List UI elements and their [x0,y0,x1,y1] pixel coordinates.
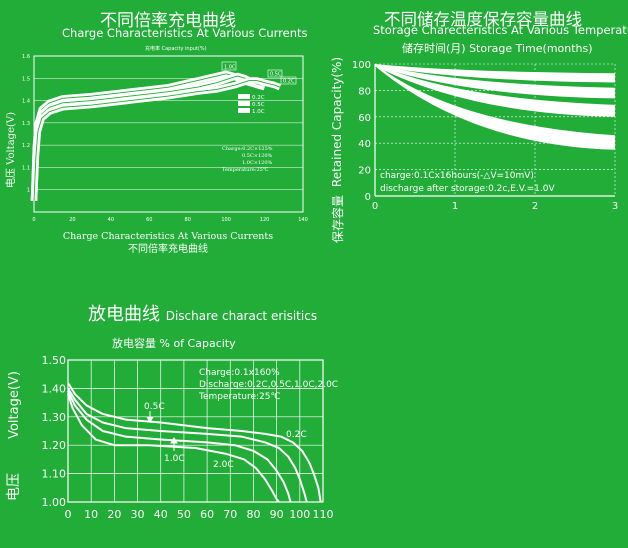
discharge-curve-labels: 0.5C 0.2C 1.0C 2.0C [144,402,307,470]
storage-x-axis-label: 储存时间(月) Storage Time(months) [402,42,593,55]
charge-annotation-line-1: Charge:0.2C×125% [222,146,273,152]
storage-annotation-line-1: charge:0.1Cx16hours(-△V=10mV) [380,171,534,181]
charge-annotation-line-2: 0.5C×120% [242,153,273,159]
discharge-y-tick-label: 1.10 [42,468,67,481]
discharge-x-tick-label: 60 [200,508,214,521]
discharge-annotation-line-1: Charge:0.1x160% [199,368,280,378]
storage-x-tick-label: 2 [532,201,538,212]
discharge-curve-0.5C [67,387,308,503]
discharge-x-tick-label: 110 [313,508,334,521]
legend-label-0.5C: 0.5C [252,102,265,108]
charge-y-tick-label: 1.5 [22,76,30,82]
curve-label-0.2C: 0.2C [283,79,295,85]
discharge-x-tick-label: 20 [107,508,121,521]
discharge-annotation-line-2: Discharge:0.2C,0.5C,1.0C,2.0C [199,380,338,390]
discharge-y-axis-label-cn: 电压 [6,473,22,501]
charge-x-tick-label: 80 [185,217,191,223]
storage-band-4 [375,64,615,150]
charge-y-axis-label: 电压 Voltage(V) [4,112,17,188]
storage-band-3 [375,64,615,117]
discharge-label-0.2C: 0.2C [286,430,307,440]
discharge-pointer-arrows [146,411,178,451]
storage-y-tick-label: 100 [352,60,371,71]
discharge-y-tick-label: 1.50 [42,354,67,367]
charge-x-tick-label: 20 [69,217,75,223]
discharge-label-2.0C: 2.0C [213,460,234,470]
curve-label-1.0C: 1.0C [224,65,236,71]
charge-annotation-line-3: 1.0C×120% [242,160,273,166]
charge-inner-title: 充电率 Capacity input(%) [145,45,207,52]
charge-x-tick-label: 60 [146,217,152,223]
legend-swatch-1.0C [238,108,250,113]
discharge-curve-0.2C [67,382,322,503]
discharge-x-tick-label: 40 [154,508,168,521]
legend-swatch-0.2C [238,94,250,99]
discharge-x-tick-label: 80 [246,508,260,521]
discharge-x-tick-label: 50 [177,508,191,521]
discharge-y-tick-label: 1.30 [42,411,67,424]
discharge-label-1.0C: 1.0C [164,454,185,464]
charge-annotation: Charge:0.2C×125% 0.5C×120% 1.0C×120% Tem… [222,146,273,173]
charge-x-tick-label: 40 [108,217,114,223]
discharge-x-tick-label: 30 [131,508,145,521]
charge-y-tick-label: 1.3 [22,121,30,127]
charge-x-tick-label: 140 [298,217,308,223]
storage-band-1 [375,64,615,83]
discharge-y-axis-label: Voltage(V) [7,371,22,439]
discharge-title-en: Dischare charact erisitics [165,309,318,323]
storage-y-tick-label: 80 [358,86,371,97]
discharge-title-cn: 放电曲线 [88,304,160,325]
discharge-x-tick-label: 0 [65,508,72,521]
charge-x-tick-label: 120 [260,217,270,223]
storage-y-tick-label: 40 [358,139,371,150]
charge-annotation-line-4: Temperature:25℃ [222,167,269,173]
discharge-y-tick-label: 1.20 [42,439,67,452]
storage-annotation-line-2: discharge after storage:0.2c,E.V.=1.0V [380,184,555,194]
storage-x-tick-label: 1 [452,201,458,212]
discharge-y-tick-label: 1.00 [42,496,67,509]
storage-band-2 [375,64,615,99]
legend-label-0.2C: 0.2C [252,95,265,101]
storage-y-axis-label: Retained Capacity(%) [330,57,344,187]
storage-y-tick-label: 60 [358,113,371,124]
storage-x-tick-label: 3 [612,201,618,212]
discharge-x-tick-label: 70 [223,508,237,521]
discharge-chart-title: 放电曲线 Dischare charact erisitics [88,300,317,326]
charge-x-tick-label: 0 [32,217,35,223]
charge-y-tick-label: 1.4 [22,99,30,105]
charge-x-axis-label: Charge Characteristics At Various Curren… [63,231,273,242]
storage-y-tick-label: 20 [358,166,371,177]
charge-y-tick-label: 1.2 [22,143,30,149]
charge-curve-labels: 1.0C 0.5C 0.2C [221,61,297,85]
charge-y-tick-label: 1.6 [22,54,30,60]
charge-chart-title: 不同倍率充电曲线 [100,11,236,31]
legend-swatch-0.5C [238,101,250,106]
charge-chart-subtitle: Charge Characteristics At Various Curren… [62,26,308,40]
discharge-label-0.5C: 0.5C [144,402,165,412]
charge-x-tick-label: 100 [221,217,231,223]
discharge-curve-2.0C [67,393,280,503]
charge-y-tick-label: 1.1 [22,165,30,171]
legend-label-1.0C: 1.0C [252,109,265,115]
charge-legend: 0.2C 0.5C 1.0C [238,94,265,115]
storage-y-tick-label: 0 [365,192,371,203]
storage-chart-title: 不同储存温度保存容量曲线 [384,10,582,29]
storage-x-tick-label: 0 [372,201,378,212]
discharge-curve-1.0C [67,390,292,503]
discharge-annotation-line-3: Temperature:25℃ [198,392,281,402]
charge-x-axis-label-cn: 不同倍率充电曲线 [128,242,208,255]
discharge-x-tick-label: 100 [289,508,310,521]
storage-chart-subtitle: Storage Charecteristics At Various Tempe… [373,23,628,37]
discharge-x-tick-label: 90 [270,508,284,521]
curve-label-0.5C: 0.5C [270,72,282,78]
discharge-y-tick-label: 1.40 [42,382,67,395]
discharge-x-tick-label: 10 [84,508,98,521]
discharge-inner-title: 放电容量 % of Capacity [112,337,236,350]
storage-y-axis-label-cn: 保存容量 [330,195,345,243]
charge-curve-0.2C-line [33,80,281,201]
charge-y-tick-label: 1 [27,188,30,194]
